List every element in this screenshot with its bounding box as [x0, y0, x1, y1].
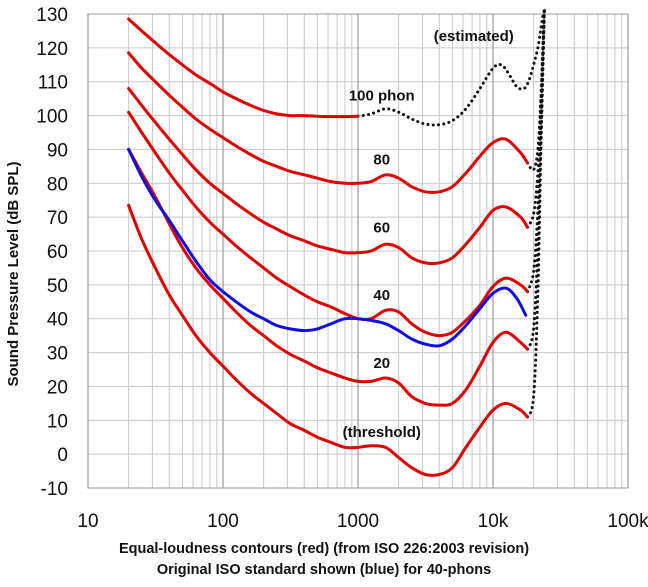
- caption-line-2: Original ISO standard shown (blue) for 4…: [156, 562, 492, 578]
- series-100-phon: [127, 17, 360, 119]
- y-tick-label: 100: [36, 107, 68, 128]
- curve-label: 80: [373, 152, 390, 169]
- series-40-phon-original-iso: [127, 147, 528, 348]
- y-tick-label: 10: [47, 411, 68, 432]
- y-tick-label: 60: [47, 242, 68, 263]
- y-tick-label: 130: [36, 5, 68, 26]
- series-threshold: [127, 203, 529, 477]
- series-threshold-estimated-tail: [526, 9, 546, 419]
- caption-line-1: Equal-loudness contours (red) (from ISO …: [118, 541, 530, 557]
- series-80-phon: [127, 51, 529, 194]
- plot-frame: [87, 13, 629, 489]
- x-tick-label: 100: [207, 511, 239, 532]
- y-tick-label: 30: [47, 344, 68, 365]
- series-40-phon-estimated-tail: [526, 9, 546, 294]
- curve-label: 20: [373, 355, 390, 372]
- y-tick-label: 0: [57, 445, 68, 466]
- y-tick-label: 80: [47, 174, 68, 195]
- x-tick-label: 1000: [337, 511, 379, 532]
- series-40-phon: [127, 110, 529, 338]
- y-tick-labels: -10 0 10 20 30 40 50 60 70 80 90 100 110 120 130: [36, 5, 68, 500]
- x-tick-label: 10: [77, 511, 98, 532]
- y-tick-label: 120: [36, 39, 68, 60]
- y-tick-label: 110: [38, 73, 68, 94]
- series-20-phon: [127, 147, 529, 407]
- curve-label: 60: [373, 219, 390, 236]
- series-100-phon-estimated: [356, 9, 546, 127]
- y-tick-label: 40: [47, 310, 68, 331]
- y-tick-label: 20: [47, 377, 68, 398]
- series-60-phon-estimated-tail: [526, 9, 546, 229]
- x-tick-label: 10k: [478, 511, 509, 532]
- series-60-phon: [127, 87, 529, 265]
- y-tick-label: -10: [41, 479, 68, 500]
- curve-label: 40: [373, 287, 390, 304]
- grid-lines: [87, 13, 629, 489]
- series-20-phon-estimated-tail: [526, 9, 546, 351]
- x-tick-labels: 10 100 1000 10k 100k: [77, 511, 648, 532]
- x-tick-label: 100k: [607, 511, 648, 532]
- curve-label: 100 phon: [349, 87, 415, 104]
- curve-labels: (threshold) 20 40 60 80 100 phon (estimated): [343, 28, 514, 441]
- curve-label: (threshold): [343, 424, 421, 441]
- series-lines: [127, 9, 546, 477]
- curve-label: (estimated): [434, 28, 514, 45]
- y-tick-label: 50: [47, 276, 68, 297]
- series-80-phon-estimated-tail: [526, 9, 546, 172]
- y-tick-label: 70: [47, 208, 68, 229]
- y-tick-label: 90: [47, 140, 68, 161]
- y-axis-label: Sound Pressure Level (dB SPL): [5, 161, 22, 386]
